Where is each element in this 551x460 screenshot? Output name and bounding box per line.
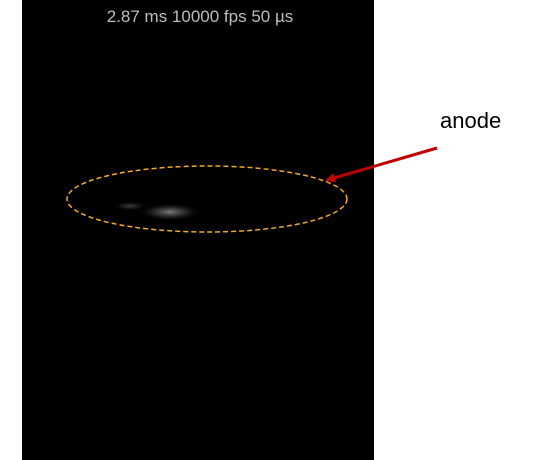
frame-caption: 2.87 ms 10000 fps 50 µs	[107, 7, 294, 26]
figure: 2.87 ms 10000 fps 50 µs anode	[0, 0, 551, 460]
annotation-label: anode	[440, 108, 501, 133]
page: 2.87 ms 10000 fps 50 µs anode (() => { c…	[0, 0, 551, 460]
plasma-glow-faint	[112, 201, 148, 211]
camera-frame	[22, 0, 374, 460]
